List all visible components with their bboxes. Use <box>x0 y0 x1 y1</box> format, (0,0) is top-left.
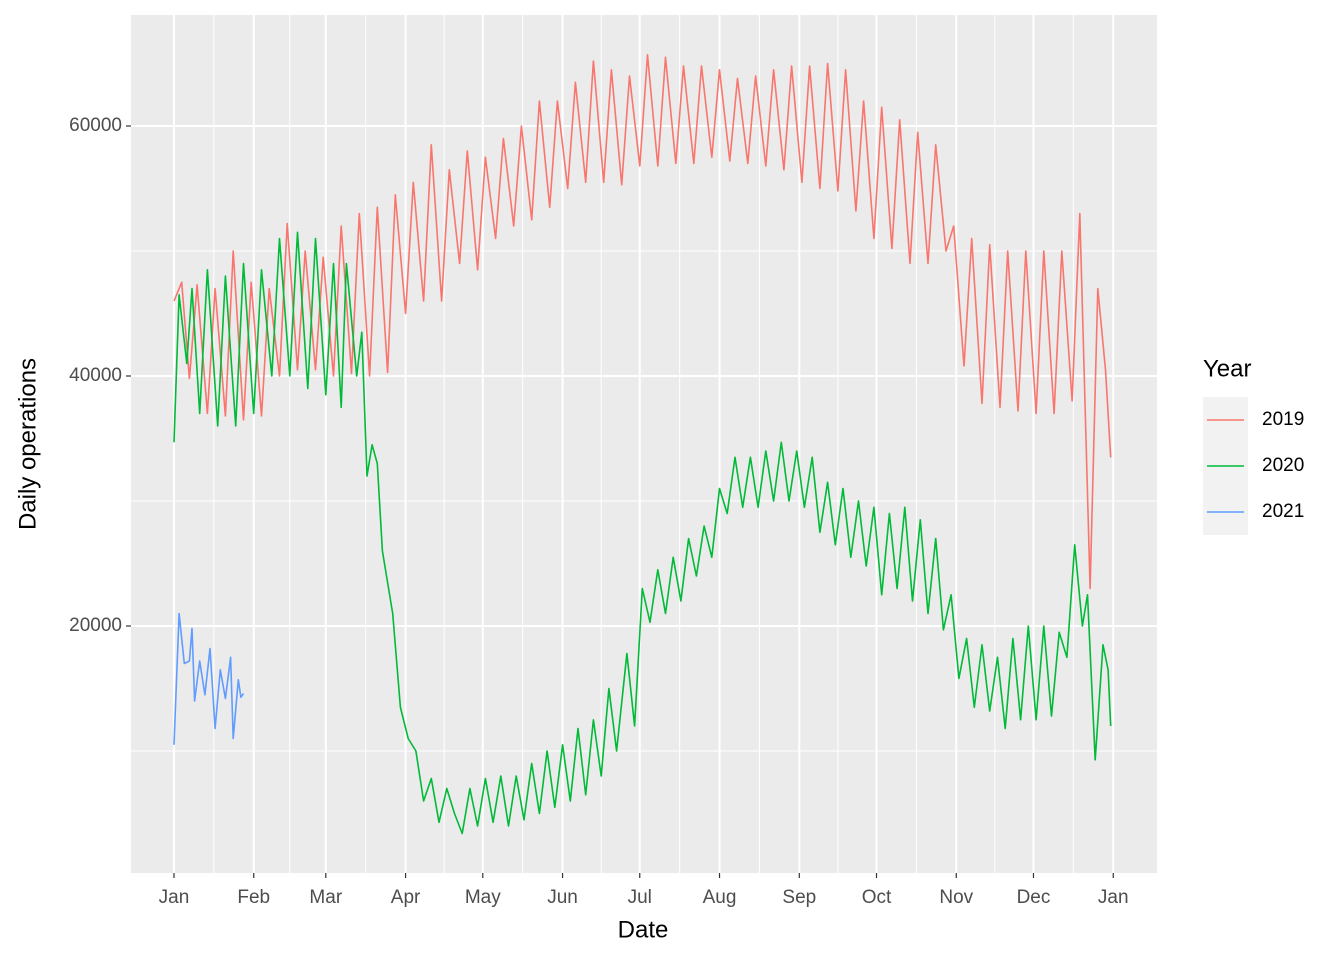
x-tick-label: Dec <box>1017 887 1051 908</box>
y-tick-label: 40000 <box>69 365 122 386</box>
series-line <box>173 231 1112 835</box>
x-tick-label: Jan <box>1098 887 1129 908</box>
x-tick-label: Oct <box>862 887 892 908</box>
x-tick-label: Aug <box>703 887 737 908</box>
legend-label: 2020 <box>1262 455 1304 476</box>
x-axis-label: Date <box>618 916 669 943</box>
x-tick-label: May <box>465 887 501 908</box>
legend-label: 2021 <box>1262 501 1304 522</box>
series-line <box>173 53 1112 590</box>
x-tick-label: Mar <box>309 887 342 908</box>
y-tick-label: 20000 <box>69 615 122 636</box>
x-tick-label: Jan <box>159 887 190 908</box>
y-tick-label: 60000 <box>69 115 122 136</box>
x-tick-label: Jun <box>547 887 578 908</box>
x-tick-label: Apr <box>391 887 421 908</box>
panel <box>131 15 1157 873</box>
x-tick-label: Feb <box>237 887 270 908</box>
x-tick-label: Nov <box>939 887 973 908</box>
x-tick-label: Jul <box>628 887 652 908</box>
legend-label: 2019 <box>1262 409 1304 430</box>
legend-title: Year <box>1203 355 1252 382</box>
series-line <box>173 612 245 745</box>
x-tick-label: Sep <box>782 887 816 908</box>
y-axis-label: Daily operations <box>14 358 41 530</box>
